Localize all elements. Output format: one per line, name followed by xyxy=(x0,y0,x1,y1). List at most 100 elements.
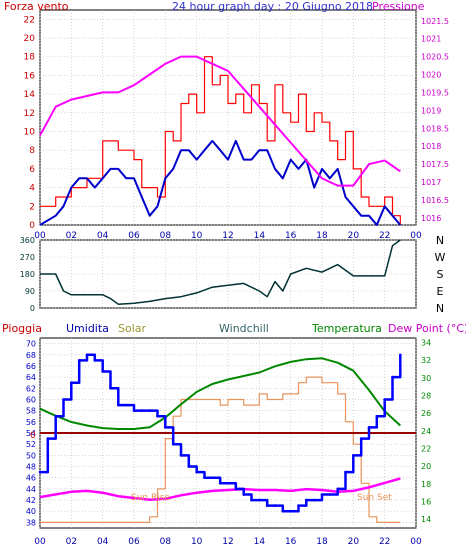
humidity-point xyxy=(297,504,300,507)
pressure-axis-label: Pressione xyxy=(372,0,425,13)
humidity-point xyxy=(218,482,222,485)
humidity-point xyxy=(320,493,324,496)
x-tick-label: 00 xyxy=(34,231,46,241)
humidity-tick-label: 66 xyxy=(26,362,36,371)
humidity-tick-label: 38 xyxy=(26,518,36,527)
temperature-tick-label: 14 xyxy=(421,515,431,524)
wind-tick-label: 14 xyxy=(24,90,36,100)
direction-tick-label: 360 xyxy=(20,236,35,245)
wind-tick-label: 12 xyxy=(24,109,35,119)
humidity-point xyxy=(46,437,50,440)
temperature-line xyxy=(39,357,401,430)
temperature-label: Temperatura xyxy=(311,322,382,335)
wind-tick-label: 4 xyxy=(29,184,35,194)
humidity-point xyxy=(195,470,198,474)
temperature-tick-label: 26 xyxy=(421,409,431,418)
humidity-point xyxy=(305,498,308,502)
humidity-point xyxy=(124,403,128,407)
pressure-tick-label: 1017.5 xyxy=(421,160,449,169)
humidity-point xyxy=(70,381,73,385)
direction-tick-label: 0 xyxy=(30,304,35,313)
humidity-point xyxy=(226,482,230,485)
pressure-tick-label: 1018.5 xyxy=(421,124,449,133)
x-tick-label: 16 xyxy=(285,231,297,241)
humidity-point xyxy=(336,487,340,491)
direction-tick-label: 180 xyxy=(20,270,35,279)
humidity-label: Umidita xyxy=(66,322,109,335)
weather-chart: Pioggia Umidita Solar Windchill Temperat… xyxy=(2,322,466,547)
humidity-point xyxy=(164,426,167,429)
humidity-point xyxy=(203,476,206,480)
wind-tick-label: 8 xyxy=(29,146,35,156)
temperature-tick-label: 24 xyxy=(421,427,431,436)
x-tick-label: 02 xyxy=(66,537,77,547)
humidity-point xyxy=(54,414,57,418)
pressure-line xyxy=(39,55,401,187)
x-tick-label: 12 xyxy=(222,537,233,547)
direction-ticks: 0 90 180 270 360 xyxy=(20,236,35,313)
pressure-tick-label: 1020.5 xyxy=(421,53,449,62)
solar-label: Solar xyxy=(118,322,147,335)
wind-tick-label: 6 xyxy=(29,165,35,175)
temperature-tick-label: 22 xyxy=(421,444,431,453)
humidity-point xyxy=(132,409,136,412)
wind-gust-line xyxy=(40,56,401,225)
humidity-point xyxy=(328,493,332,496)
x-tick-label: 14 xyxy=(254,231,266,241)
humidity-tick-label: 70 xyxy=(26,340,36,349)
x-tick-label: 00 xyxy=(410,537,422,547)
humidity-point xyxy=(367,426,371,429)
humidity-point xyxy=(242,493,245,496)
pressure-tick-label: 1016.5 xyxy=(421,196,449,205)
x-tick-label: 12 xyxy=(222,231,233,241)
dewpoint-label: Dew Point (°C) xyxy=(388,322,466,335)
humidity-point xyxy=(281,509,285,513)
wind-average-line xyxy=(39,139,402,226)
compass-label: W xyxy=(435,251,446,264)
rain-label: Pioggia xyxy=(2,322,42,335)
direction-tick-label: 270 xyxy=(20,253,35,262)
compass-label: S xyxy=(437,268,444,281)
humidity-tick-label: 44 xyxy=(26,485,36,494)
humidity-line xyxy=(40,353,402,513)
wind-tick-label: 10 xyxy=(24,128,36,138)
humidity-point xyxy=(156,414,159,418)
x-tick-label: 20 xyxy=(348,231,360,241)
temperature-ticks: 14 16 18 20 22 24 26 28 30 32 34 xyxy=(421,338,431,524)
humidity-point xyxy=(117,403,120,407)
pressure-tick-label: 1019 xyxy=(421,106,441,115)
x-tick-label: 04 xyxy=(97,231,109,241)
wind-tick-label: 0 xyxy=(29,221,35,231)
humidity-point xyxy=(62,398,65,401)
wind-ticks: 0 2 4 6 8 10 12 14 16 18 20 22 xyxy=(24,15,36,231)
wind-time-ticks: 00 02 04 06 08 10 12 14 16 18 20 22 00 xyxy=(34,231,422,241)
humidity-tick-label: 40 xyxy=(26,507,36,516)
wind-direction-line xyxy=(40,239,401,305)
humidity-tick-label: 68 xyxy=(26,351,36,360)
temperature-tick-label: 28 xyxy=(421,391,431,400)
compass-label: N xyxy=(436,302,444,315)
humidity-point xyxy=(93,359,97,362)
humidity-tick-label: 42 xyxy=(26,496,36,505)
pressure-tick-label: 1021 xyxy=(421,35,441,44)
humidity-tick-label: 56 xyxy=(26,418,36,427)
pressure-tick-label: 1017 xyxy=(421,178,441,187)
rain-zero-label: 0 xyxy=(30,431,36,441)
humidity-point xyxy=(85,353,89,357)
wind-tick-label: 2 xyxy=(29,202,35,212)
x-tick-label: 06 xyxy=(128,537,140,547)
pressure-tick-label: 1018 xyxy=(421,142,441,151)
x-tick-label: 00 xyxy=(34,537,46,547)
humidity-point xyxy=(38,470,42,474)
x-tick-label: 10 xyxy=(191,537,203,547)
temperature-tick-label: 20 xyxy=(421,462,431,471)
temperature-tick-label: 34 xyxy=(421,338,431,347)
x-tick-label: 04 xyxy=(97,537,109,547)
humidity-point xyxy=(375,414,379,418)
humidity-point xyxy=(109,387,112,390)
wind-tick-label: 22 xyxy=(24,15,35,25)
compass-label: E xyxy=(437,285,444,298)
wind-tick-label: 16 xyxy=(24,71,36,81)
